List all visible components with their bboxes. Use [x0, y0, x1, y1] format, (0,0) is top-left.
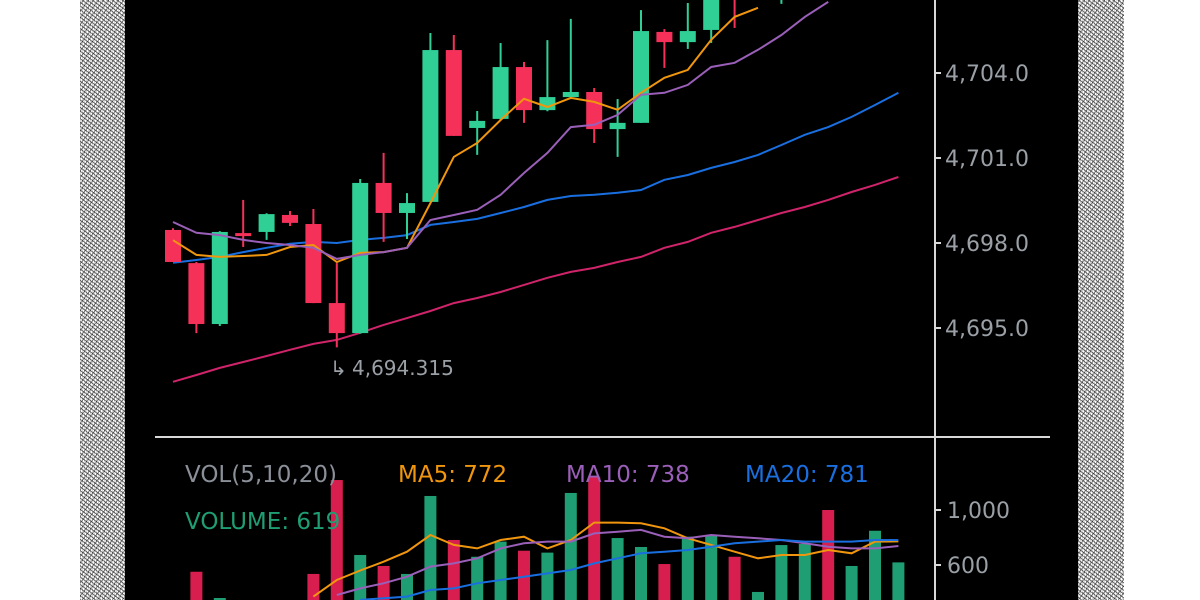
- volume-bar[interactable]: [775, 545, 788, 600]
- candle-body: [656, 31, 673, 43]
- candle[interactable]: [422, 33, 439, 202]
- volume-ma5-legend: MA5: 772: [398, 462, 507, 488]
- candle[interactable]: [562, 18, 579, 100]
- candle-body: [469, 120, 486, 128]
- candle[interactable]: [328, 263, 345, 348]
- candle-body: [375, 182, 392, 213]
- volume-value-legend: VOLUME: 619: [185, 509, 340, 535]
- price-ma10-line: [172, 1, 829, 260]
- y-axis: 4,704.0 4,701.0 4,698.0 4,695.0 1,000 600: [935, 62, 1029, 579]
- candle-body: [539, 97, 556, 111]
- candle[interactable]: [469, 110, 486, 155]
- candle-body: [165, 229, 181, 262]
- candle[interactable]: [375, 152, 392, 242]
- candle[interactable]: [586, 88, 603, 143]
- volume-ma20-legend: MA20: 781: [745, 462, 869, 488]
- candle-body: [586, 91, 603, 130]
- candle[interactable]: [188, 261, 205, 334]
- volume-bar[interactable]: [845, 565, 858, 600]
- candle[interactable]: [492, 42, 509, 121]
- volume-bar[interactable]: [401, 573, 413, 600]
- candle-body: [282, 214, 298, 223]
- volume-ma5-line: [312, 521, 899, 598]
- candle[interactable]: [352, 178, 369, 334]
- candle-body: [633, 31, 649, 123]
- volume-bar[interactable]: [424, 495, 437, 600]
- torn-edge-right: [1076, 0, 1124, 600]
- volume-bar[interactable]: [611, 538, 624, 600]
- candle-body: [562, 91, 579, 98]
- candle[interactable]: [516, 61, 532, 123]
- volume-bar[interactable]: [494, 541, 507, 600]
- volume-bar[interactable]: [752, 591, 764, 600]
- candle-body: [422, 50, 439, 202]
- volume-bar[interactable]: [564, 492, 577, 600]
- candle-body: [703, 0, 720, 30]
- candle[interactable]: [679, 3, 696, 49]
- volume-bar[interactable]: [892, 562, 905, 600]
- volume-tick-label: 600: [947, 554, 989, 579]
- candle-body: [399, 203, 415, 213]
- volume-bar[interactable]: [588, 476, 601, 600]
- price-plot: [165, 0, 899, 383]
- volume-bar[interactable]: [658, 564, 671, 600]
- candle-body: [188, 263, 205, 325]
- candle[interactable]: [165, 228, 181, 262]
- volume-bar[interactable]: [330, 480, 343, 600]
- candle[interactable]: [633, 10, 649, 123]
- candle-body: [258, 214, 275, 232]
- volume-bar[interactable]: [213, 598, 226, 600]
- candle-body: [445, 50, 462, 136]
- volume-bar[interactable]: [518, 550, 530, 600]
- candle[interactable]: [258, 213, 275, 240]
- volume-ma20-line: [360, 538, 899, 600]
- volume-tick-label: 1,000: [947, 499, 1010, 524]
- candle[interactable]: [211, 231, 228, 327]
- volume-bar[interactable]: [822, 510, 835, 600]
- volume-bar[interactable]: [447, 539, 460, 600]
- candle[interactable]: [703, 0, 720, 43]
- volume-ma10-legend: MA10: 738: [566, 462, 690, 488]
- price-tick-label: 4,704.0: [945, 62, 1029, 87]
- price-ma5-line: [172, 6, 759, 264]
- price-ma20-line: [172, 91, 899, 264]
- volume-ma10-line: [336, 528, 899, 596]
- volume-bar[interactable]: [728, 556, 741, 600]
- volume-bar[interactable]: [541, 552, 554, 600]
- candle-body: [235, 233, 252, 237]
- candle[interactable]: [656, 29, 673, 68]
- price-tick-label: 4,698.0: [945, 232, 1029, 257]
- price-tick-label: 4,701.0: [945, 147, 1029, 172]
- candle-body: [492, 67, 509, 119]
- candle[interactable]: [399, 193, 415, 240]
- candle-body: [352, 182, 369, 334]
- candle[interactable]: [445, 35, 462, 136]
- candle-body: [328, 303, 345, 334]
- low-price-label: 4,694.315: [352, 356, 454, 380]
- volume-bar[interactable]: [190, 571, 203, 600]
- volume-bar[interactable]: [681, 536, 694, 600]
- low-price-arrow-icon: ↳: [330, 356, 347, 380]
- candle[interactable]: [305, 209, 322, 304]
- torn-edge-left: [80, 0, 128, 600]
- volume-bar[interactable]: [471, 556, 484, 600]
- volume-bar[interactable]: [354, 554, 367, 600]
- candle-body: [305, 224, 322, 304]
- volume-plot: [190, 476, 905, 600]
- volume-bar[interactable]: [798, 543, 811, 600]
- candle[interactable]: [282, 210, 298, 226]
- candle[interactable]: [727, 0, 743, 28]
- volume-bar[interactable]: [705, 535, 718, 600]
- candle[interactable]: [539, 40, 556, 112]
- candle-body: [211, 231, 228, 325]
- price-ma_long-line: [172, 176, 899, 383]
- volume-bar[interactable]: [635, 546, 647, 600]
- candle-body: [609, 122, 626, 130]
- price-tick-label: 4,695.0: [945, 317, 1029, 342]
- volume-indicator-title: VOL(5,10,20): [185, 462, 337, 488]
- candle-body: [679, 31, 696, 43]
